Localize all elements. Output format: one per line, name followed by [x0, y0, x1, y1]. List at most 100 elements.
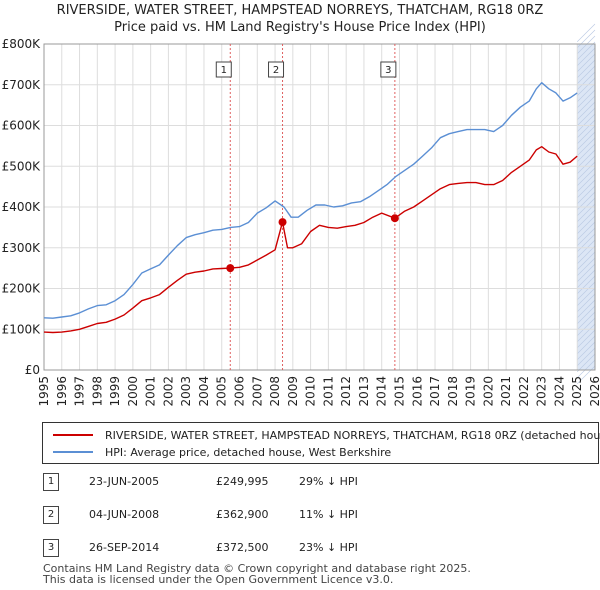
x-tick-label: 2004: [197, 376, 211, 407]
chart-title-line1: RIVERSIDE, WATER STREET, HAMPSTEAD NORRE…: [56, 3, 544, 18]
x-tick-label: 2008: [268, 376, 282, 407]
legend-item-hpi: HPI: Average price, detached house, West…: [53, 444, 391, 460]
x-tick-label: 2026: [588, 376, 600, 407]
legend-price-label: RIVERSIDE, WATER STREET, HAMPSTEAD NORRE…: [105, 428, 600, 442]
y-tick-label: £800K: [2, 37, 42, 51]
future-hatch: [577, 311, 596, 330]
sale-label: 1: [221, 65, 227, 76]
x-tick-label: 2007: [250, 376, 264, 407]
legend-item-price: RIVERSIDE, WATER STREET, HAMPSTEAD NORRE…: [53, 427, 600, 443]
footer-licence: This data is licensed under the Open Gov…: [43, 573, 394, 586]
future-hatch: [577, 347, 596, 366]
future-hatch: [577, 161, 596, 180]
future-hatch: [577, 143, 596, 162]
future-hatch: [577, 353, 596, 372]
future-hatch: [577, 227, 596, 246]
future-hatch: [577, 323, 596, 342]
future-hatch: [577, 95, 596, 114]
sale-label-box: [268, 61, 285, 78]
transaction-hpi-diff: 23% ↓ HPI: [299, 541, 358, 554]
future-hatch: [577, 179, 596, 198]
y-tick-label: £700K: [2, 78, 42, 92]
future-hatch: [577, 35, 596, 54]
future-hatch: [577, 269, 596, 288]
transaction-hpi-diff: 11% ↓ HPI: [299, 508, 358, 521]
x-tick-label: 1995: [37, 376, 51, 407]
transaction-date: 23-JUN-2005: [89, 475, 160, 488]
y-tick-label: £100K: [2, 322, 42, 336]
transaction-hpi-diff: 29% ↓ HPI: [299, 475, 358, 488]
future-hatch: [577, 101, 596, 120]
x-tick-label: 2012: [339, 376, 353, 407]
footer: Contains HM Land Registry data © Crown c…: [43, 563, 471, 585]
x-tick-label: 2010: [304, 376, 318, 407]
y-tick-label: £500K: [2, 159, 42, 173]
future-hatch: [577, 215, 596, 234]
future-hatch: [577, 365, 596, 384]
sale-point: [226, 264, 235, 273]
future-hatch: [577, 329, 596, 348]
x-tick-label: 2018: [446, 376, 460, 407]
footer-copyright: Contains HM Land Registry data © Crown c…: [43, 562, 471, 575]
future-hatch: [577, 287, 596, 306]
future-hatch: [577, 125, 596, 144]
future-hatch: [577, 59, 596, 78]
x-tick-label: 2019: [464, 376, 478, 407]
x-tick-label: 2022: [517, 376, 531, 407]
x-tick-label: 2006: [233, 376, 247, 407]
future-hatch: [577, 293, 596, 312]
sale-label: 2: [273, 65, 279, 76]
future-hatch: [577, 257, 596, 276]
future-hatch: [577, 149, 596, 168]
transaction-number: 2: [43, 506, 59, 524]
transaction-number: 1: [43, 473, 59, 491]
future-hatch: [577, 65, 596, 84]
y-tick-label: £0: [25, 363, 40, 377]
x-tick-label: 2014: [375, 376, 389, 407]
legend: RIVERSIDE, WATER STREET, HAMPSTEAD NORRE…: [42, 422, 600, 464]
future-hatch: [577, 245, 596, 264]
future-hatch: [577, 119, 596, 138]
sale-label: 3: [385, 65, 391, 76]
future-hatch: [577, 233, 596, 252]
future-hatch: [577, 263, 596, 282]
future-hatch: [577, 359, 596, 378]
sale-point: [390, 214, 399, 223]
plot-border: [43, 43, 596, 371]
future-hatch: [577, 281, 596, 300]
transaction-price: £249,995: [216, 475, 269, 488]
x-tick-label: 1998: [90, 376, 104, 407]
x-tick-label: 2000: [126, 376, 140, 407]
x-tick-label: 2024: [552, 376, 566, 407]
future-hatch: [577, 299, 596, 318]
future-hatch: [577, 41, 596, 60]
x-tick-label: 2016: [410, 376, 424, 407]
sale-label-box: [380, 61, 397, 78]
future-hatch: [577, 137, 596, 156]
future-hatch: [577, 251, 596, 270]
future-hatch: [577, 77, 596, 96]
future-hatch: [577, 23, 596, 42]
future-hatch: [577, 47, 596, 66]
transaction-price: £372,500: [216, 541, 269, 554]
future-hatch: [577, 155, 596, 174]
future-hatch: [577, 89, 596, 108]
transaction-price: £362,900: [216, 508, 269, 521]
future-hatch: [577, 83, 596, 102]
transaction-number: 3: [43, 539, 59, 557]
legend-hpi-swatch: [53, 451, 93, 453]
future-hatch: [577, 239, 596, 258]
x-tick-label: 2017: [428, 376, 442, 407]
legend-price-swatch: [53, 434, 93, 436]
future-hatch: [577, 221, 596, 240]
future-hatch: [577, 53, 596, 72]
y-tick-label: £400K: [2, 200, 42, 214]
x-tick-label: 2020: [481, 376, 495, 407]
x-tick-label: 1997: [73, 376, 87, 407]
x-tick-label: 2013: [357, 376, 371, 407]
future-hatch: [577, 341, 596, 360]
x-tick-label: 2025: [570, 376, 584, 407]
sale-label-box: [215, 61, 232, 78]
future-hatch: [577, 317, 596, 336]
future-hatch: [577, 305, 596, 324]
